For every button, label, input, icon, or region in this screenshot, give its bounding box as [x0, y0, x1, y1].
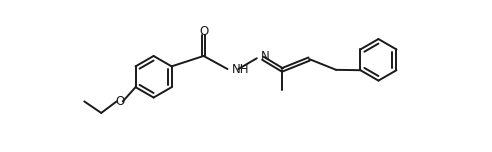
Text: O: O	[199, 25, 208, 38]
Text: O: O	[115, 95, 124, 108]
Text: NH: NH	[232, 63, 249, 76]
Text: N: N	[261, 50, 270, 63]
